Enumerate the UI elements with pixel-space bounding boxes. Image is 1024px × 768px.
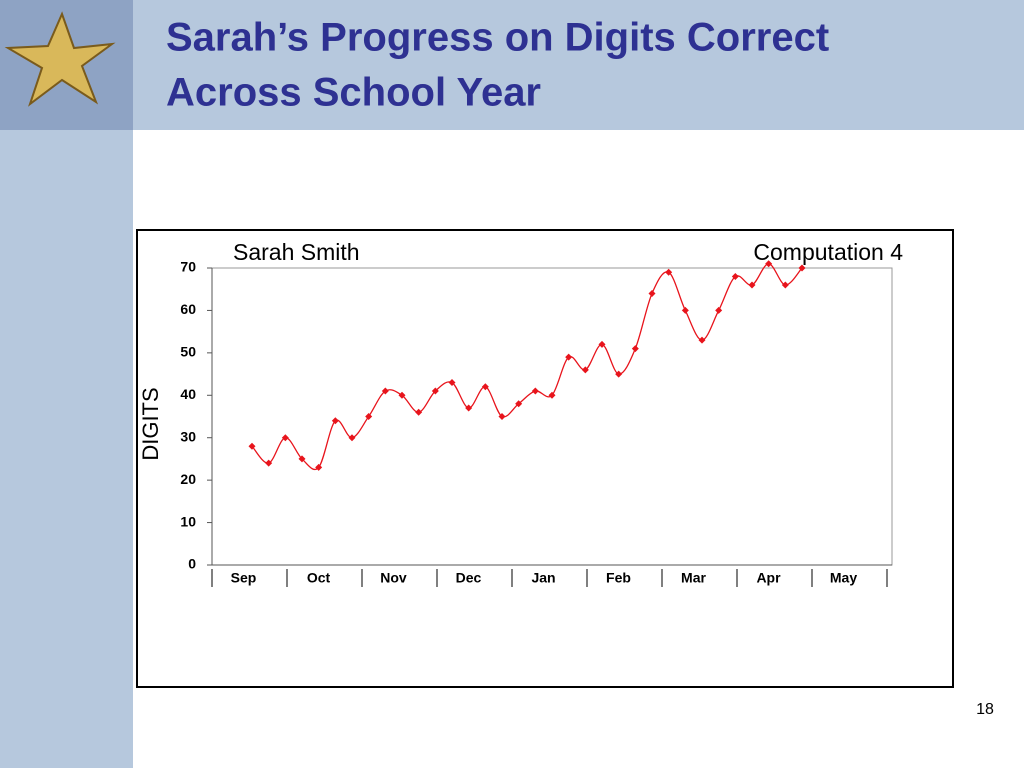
data-point [531, 387, 539, 395]
data-point [598, 340, 606, 348]
y-axis-label: DIGITS [138, 387, 163, 460]
data-point [565, 353, 573, 361]
data-point [765, 260, 773, 268]
data-point [715, 306, 723, 314]
data-point [248, 442, 256, 450]
data-point [381, 387, 389, 395]
page-number: 18 [976, 701, 994, 718]
x-tick-label: Sep [231, 570, 257, 586]
data-point [265, 459, 273, 467]
star-icon [4, 11, 116, 107]
data-point [348, 434, 356, 442]
y-tick-label: 50 [180, 344, 196, 360]
y-tick-label: 40 [180, 386, 196, 402]
data-point [331, 417, 339, 425]
data-point [515, 400, 523, 408]
data-point [681, 306, 689, 314]
x-tick-label: May [830, 570, 857, 586]
data-point [731, 272, 739, 280]
data-point [698, 336, 706, 344]
x-tick-label: Dec [456, 570, 482, 586]
data-point [648, 289, 656, 297]
y-tick-label: 0 [188, 556, 196, 572]
data-point [481, 383, 489, 391]
x-tick-label: Mar [681, 570, 706, 586]
data-point [615, 370, 623, 378]
data-point [281, 434, 289, 442]
data-point [298, 455, 306, 463]
data-point [665, 268, 673, 276]
y-tick-label: 20 [180, 471, 196, 487]
top-banner [0, 0, 1024, 130]
data-point [798, 264, 806, 272]
slide-title: Sarah’s Progress on Digits Correct [166, 16, 829, 60]
data-point [581, 366, 589, 374]
data-point [365, 413, 373, 420]
x-tick-label: Nov [380, 570, 407, 586]
data-point [631, 345, 639, 353]
x-tick-label: Jan [531, 570, 555, 586]
x-tick-label: Apr [756, 570, 781, 586]
y-tick-label: 30 [180, 428, 196, 444]
data-point [781, 281, 789, 289]
data-point [498, 413, 506, 420]
chart-subtitle: Sarah Smith [233, 239, 360, 265]
slide-title: Across School Year [166, 71, 541, 115]
y-tick-label: 60 [180, 301, 196, 317]
chart-subtitle: Computation 4 [753, 239, 903, 265]
y-tick-label: 70 [180, 259, 196, 275]
chart-frame [136, 229, 954, 688]
x-tick-label: Feb [606, 570, 631, 586]
data-point [398, 391, 406, 399]
data-point [548, 391, 556, 399]
data-point [431, 387, 439, 395]
data-point [448, 379, 456, 387]
data-point [465, 404, 473, 412]
data-line [251, 263, 803, 471]
x-tick-label: Oct [307, 570, 331, 586]
y-tick-label: 10 [180, 513, 196, 529]
data-point [315, 463, 323, 471]
data-point [748, 281, 756, 289]
data-point [415, 408, 423, 416]
